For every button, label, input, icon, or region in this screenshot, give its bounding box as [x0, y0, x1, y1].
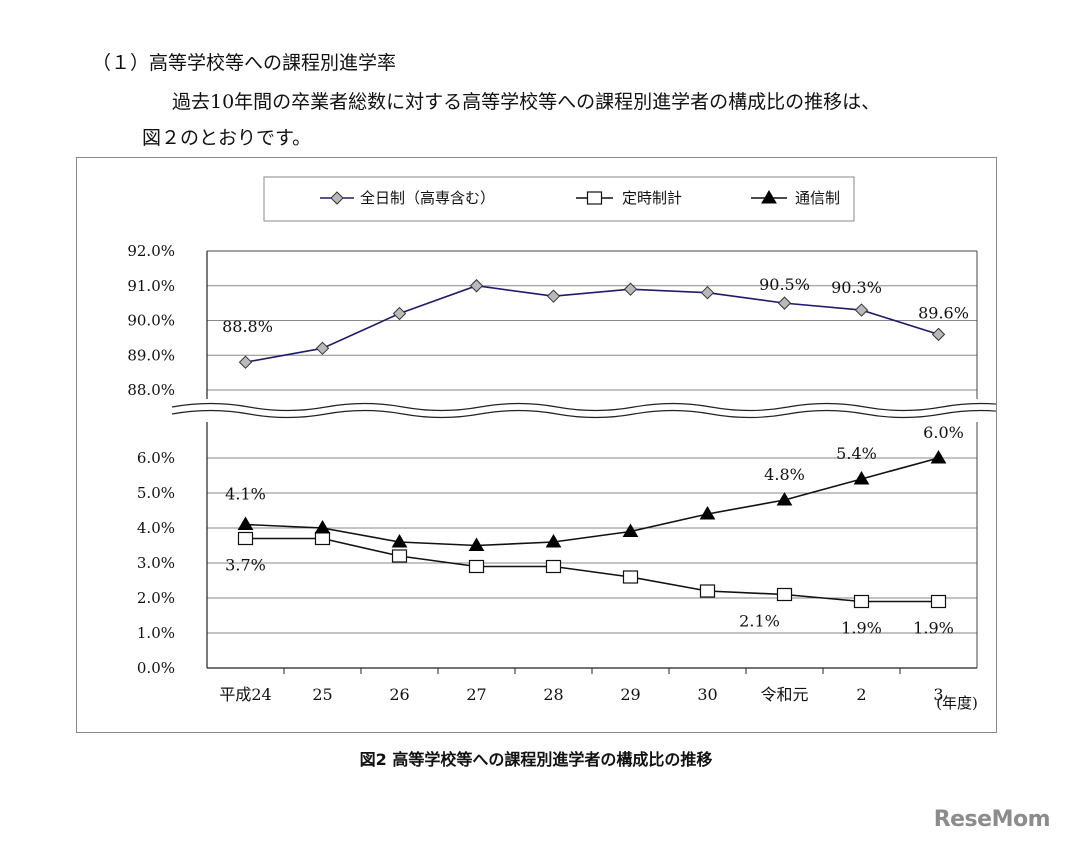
data-point-1: [930, 594, 947, 609]
intro-line-2: 図２のとおりです。: [142, 127, 312, 149]
data-point-2: [930, 450, 947, 464]
data-point-1: [391, 549, 408, 563]
axis-break-wave-top: [171, 402, 996, 412]
data-point-0: [315, 341, 330, 356]
x-tick-label: 28: [543, 685, 563, 704]
x-axis-unit-label: (年度): [936, 694, 978, 712]
data-label: 88.8%: [222, 317, 273, 336]
data-point-1: [776, 587, 793, 602]
data-point-0: [546, 289, 561, 303]
legend-marker-0: [330, 191, 344, 205]
x-tick-label: 30: [697, 685, 717, 704]
data-point-0: [469, 279, 484, 293]
data-label: 90.5%: [759, 275, 810, 294]
x-tick-label: 25: [312, 685, 332, 704]
data-point-2: [545, 534, 562, 548]
upper-tick-label: 89.0%: [127, 346, 175, 364]
data-point-1: [699, 584, 716, 598]
data-point-0: [623, 282, 638, 296]
upper-tick-label: 91.0%: [127, 277, 175, 295]
lower-tick-label: 6.0%: [137, 449, 175, 467]
data-point-1: [468, 559, 485, 574]
upper-plot-area: [207, 251, 977, 400]
lower-tick-label: 0.0%: [137, 659, 175, 677]
upper-tick-label: 88.0%: [127, 381, 175, 399]
x-tick-label: 27: [466, 685, 486, 704]
line-chart: 92.0% 91.0% 90.0% 89.0% 88.0% 6.0% 5.0% 4.0% 3.0…: [127, 176, 996, 712]
data-point-1: [853, 594, 870, 609]
section-heading: （１）高等学校等への課程別進学率: [92, 52, 397, 74]
data-label: 90.3%: [831, 278, 882, 297]
data-label: 1.9%: [913, 619, 954, 638]
x-tick-label: 令和元: [760, 685, 808, 704]
axis-break-band: [172, 399, 982, 422]
figure-caption: 図2 高等学校等への課程別進学者の構成比の推移: [359, 750, 713, 769]
series-line-2: [245, 457, 939, 547]
legend-box: [263, 176, 855, 222]
data-point-0: [392, 306, 407, 321]
legend-label: 全日制（高専含む）: [360, 189, 495, 207]
data-label: 1.9%: [841, 619, 882, 638]
data-point-1: [314, 531, 331, 546]
data-label: 4.8%: [764, 465, 805, 484]
legend-label: 定時制計: [622, 189, 682, 207]
legend-marker-2: [761, 190, 777, 204]
data-point-0: [700, 285, 715, 300]
data-point-0: [777, 296, 792, 310]
series-line-0: [245, 284, 939, 363]
lower-tick-label: 1.0%: [137, 624, 175, 642]
watermark-logo: ReseMom: [933, 807, 1051, 832]
data-point-2: [699, 506, 716, 520]
data-point-2: [853, 471, 870, 485]
data-point-2: [622, 523, 639, 537]
upper-tick-label: 92.0%: [127, 242, 175, 260]
lower-tick-label: 5.0%: [137, 484, 175, 502]
data-label: 5.4%: [836, 444, 877, 463]
intro-paragraph: 過去10年間の卒業者総数に対する高等学校等への課程別進学者の構成比の推移は、 図…: [142, 84, 1022, 156]
data-point-0: [238, 355, 253, 369]
lower-tick-label: 2.0%: [137, 589, 175, 607]
x-tick-label: 2: [856, 685, 866, 704]
data-point-1: [237, 531, 254, 546]
legend-marker-1: [586, 191, 603, 205]
data-point-2: [468, 537, 485, 551]
x-tick-label: 26: [389, 685, 409, 704]
chart-frame: 92.0% 91.0% 90.0% 89.0% 88.0% 6.0% 5.0% 4.0% 3.0…: [76, 157, 997, 733]
lower-tick-label: 4.0%: [137, 519, 175, 537]
lower-plot-area: [207, 426, 977, 668]
data-point-2: [237, 516, 254, 530]
data-point-0: [931, 327, 946, 342]
data-point-1: [622, 570, 639, 584]
lower-tick-label: 3.0%: [137, 554, 175, 572]
data-point-2: [391, 534, 408, 548]
data-label: 3.7%: [225, 556, 266, 575]
data-label: 89.6%: [918, 303, 969, 322]
data-point-0: [854, 303, 869, 317]
data-label: 6.0%: [923, 423, 964, 442]
legend-label: 通信制: [795, 189, 840, 207]
data-point-2: [776, 492, 793, 506]
x-tick-label: 29: [620, 685, 640, 704]
x-tick-label: 3: [933, 685, 943, 704]
data-label: 2.1%: [739, 612, 780, 631]
data-label: 4.1%: [225, 485, 266, 504]
data-point-1: [545, 559, 562, 574]
intro-line-1: 過去10年間の卒業者総数に対する高等学校等への課程別進学者の構成比の推移は、: [172, 91, 881, 113]
axis-break-wave-bottom: [171, 409, 996, 419]
data-point-2: [314, 520, 331, 534]
x-tick-label: 平成24: [219, 685, 271, 704]
upper-tick-label: 90.0%: [127, 312, 175, 330]
series-line-1: [245, 537, 939, 603]
